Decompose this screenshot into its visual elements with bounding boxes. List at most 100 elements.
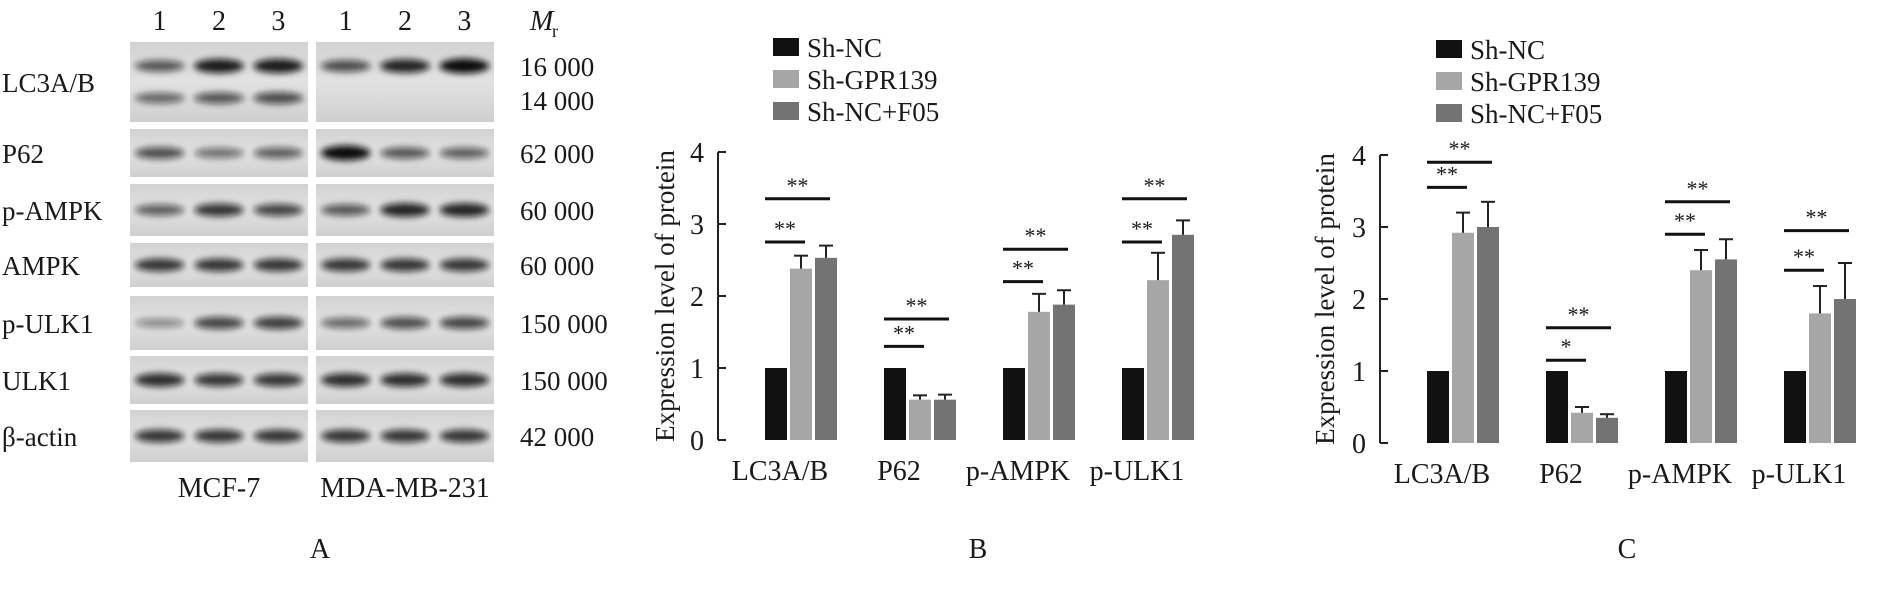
blot-strip-mcf7: [130, 42, 308, 122]
mw-label: 16 000: [520, 52, 594, 82]
mw-label: 14 000: [520, 86, 594, 116]
blot-band: [134, 92, 185, 104]
blot-band: [439, 58, 490, 74]
mr-subscript: r: [552, 21, 558, 41]
blot-band: [194, 316, 244, 330]
lane-number-mcf7: 2: [212, 6, 226, 37]
bar: [1809, 313, 1831, 443]
panel-label: C: [1618, 534, 1637, 565]
significance-label: **: [774, 216, 796, 241]
blot-band: [380, 147, 430, 159]
blot-band: [253, 258, 304, 272]
y-tick-label: 4: [1352, 141, 1366, 172]
blot-band: [439, 373, 490, 387]
significance-label: **: [1687, 176, 1709, 201]
row-label: p-AMPK: [2, 196, 103, 226]
blot-band: [439, 429, 490, 443]
blot-band: [253, 429, 304, 443]
blot-band: [253, 92, 304, 104]
bar: [1028, 311, 1050, 440]
y-tick-label: 4: [690, 138, 704, 169]
blot-band: [320, 429, 371, 443]
lane-number-mcf7: 3: [271, 6, 285, 37]
blot-band: [194, 147, 244, 159]
significance-label: **: [1793, 244, 1815, 269]
y-tick-label: 2: [690, 282, 704, 313]
significance-label: **: [1144, 173, 1166, 198]
legend-swatch: [1436, 40, 1462, 58]
mw-label: 150 000: [520, 366, 608, 396]
significance-label: **: [1436, 161, 1458, 186]
bar: [1053, 304, 1075, 440]
legend-swatch: [1436, 72, 1462, 90]
bar: [815, 257, 837, 440]
blot-band: [320, 60, 371, 72]
blot-band: [194, 429, 244, 443]
x-tick-label: LC3A/B: [732, 456, 828, 487]
legend-label: Sh-NC+F05: [1470, 99, 1602, 129]
y-tick-label: 3: [1352, 213, 1366, 244]
bar: [1147, 280, 1169, 440]
x-tick-label: P62: [1539, 459, 1583, 490]
panel-label: B: [969, 534, 988, 565]
significance-label: **: [787, 173, 809, 198]
blot-band: [253, 58, 304, 74]
bar: [1665, 371, 1687, 443]
lane-number-mda: 3: [457, 6, 471, 37]
bar: [1003, 368, 1025, 440]
mw-label: 62 000: [520, 139, 594, 169]
bar: [884, 368, 906, 440]
x-tick-label: LC3A/B: [1394, 459, 1490, 490]
blot-band: [134, 373, 185, 387]
blot-band: [134, 429, 185, 443]
y-tick-label: 3: [690, 210, 704, 241]
blot-band: [194, 58, 244, 74]
significance-label: **: [1131, 216, 1153, 241]
blot-band: [253, 147, 304, 159]
row-label: ULK1: [2, 366, 71, 396]
bar: [1546, 371, 1568, 443]
legend-swatch: [773, 70, 799, 88]
bar: [1834, 299, 1856, 443]
significance-label: **: [893, 320, 915, 345]
bar: [1690, 270, 1712, 443]
blot-band: [253, 373, 304, 387]
blot-band: [380, 317, 430, 329]
significance-label: **: [906, 293, 928, 318]
y-axis-label: Expression level of protein: [1310, 153, 1340, 445]
panel-label-a: A: [310, 534, 331, 565]
row-label: p-ULK1: [2, 309, 93, 339]
blot-band: [320, 204, 371, 216]
row-label: AMPK: [2, 251, 81, 281]
significance-label: **: [1449, 136, 1471, 161]
x-tick-label: p-AMPK: [966, 456, 1070, 487]
blot-band: [134, 204, 185, 216]
blot-band: [380, 203, 430, 217]
row-label: LC3A/B: [2, 68, 95, 98]
blot-band: [194, 373, 244, 387]
blot-band: [439, 147, 490, 159]
blot-band: [134, 147, 185, 159]
lane-number-mda: 1: [339, 6, 353, 37]
blot-band: [439, 258, 490, 272]
blot-band: [253, 203, 304, 217]
bar: [1477, 227, 1499, 443]
blot-band: [194, 203, 244, 217]
y-tick-label: 2: [1352, 285, 1366, 316]
legend-label: Sh-GPR139: [807, 65, 938, 95]
legend-swatch: [773, 38, 799, 56]
row-label: β-actin: [2, 422, 78, 452]
blot-band: [380, 258, 430, 272]
bar: [1122, 368, 1144, 440]
y-tick-label: 1: [690, 354, 704, 385]
bar: [1715, 259, 1737, 443]
blot-band: [253, 316, 304, 330]
y-tick-label: 1: [1352, 357, 1366, 388]
mw-label: 60 000: [520, 196, 594, 226]
blot-band: [320, 258, 371, 272]
x-tick-label: p-AMPK: [1628, 459, 1732, 490]
mr-label: M: [529, 6, 555, 37]
